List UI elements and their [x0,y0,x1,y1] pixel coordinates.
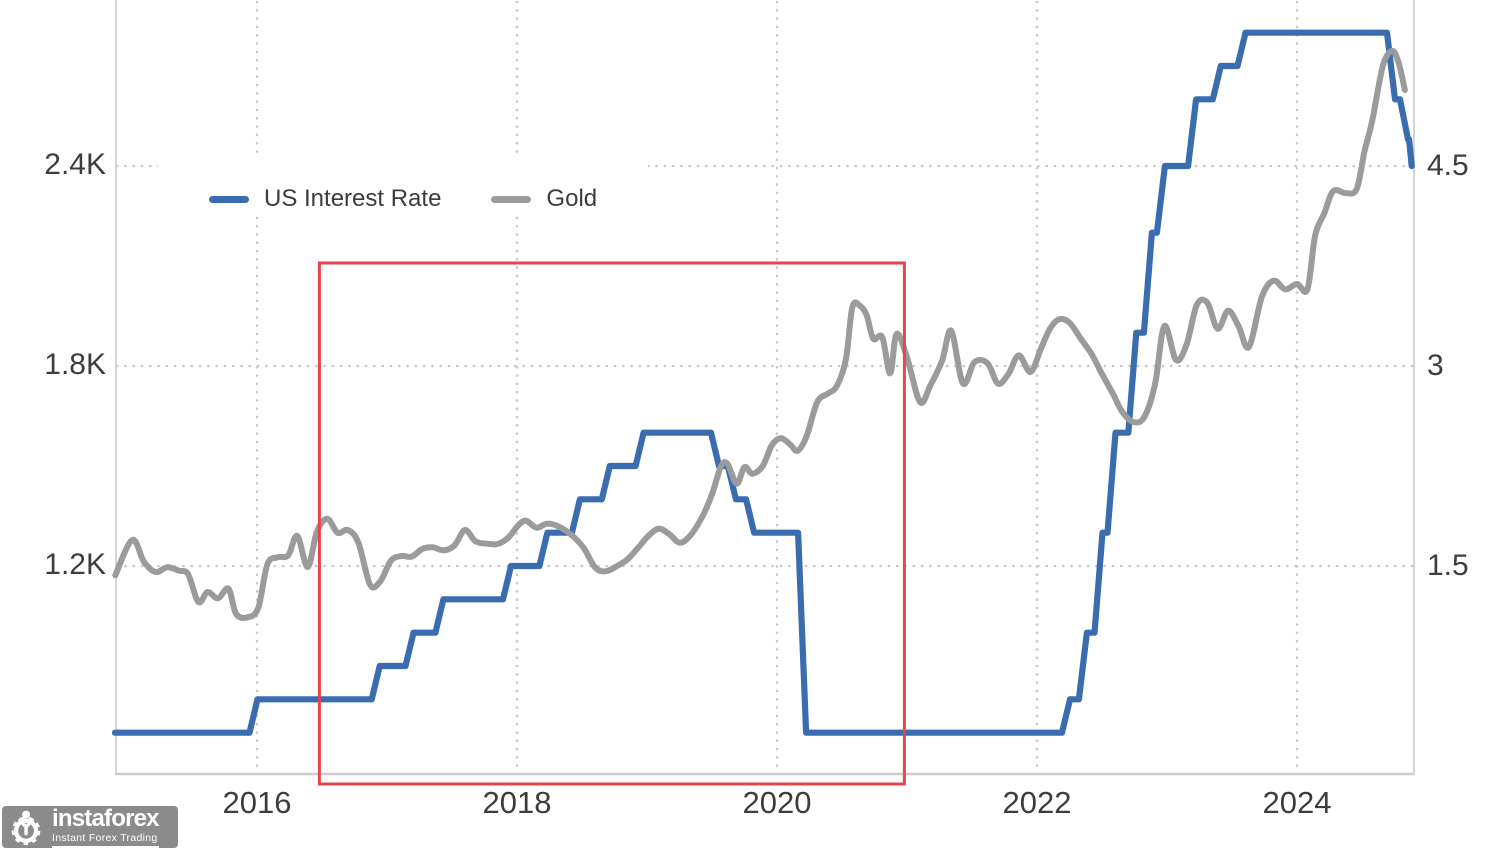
x-axis-tick-2024: 2024 [1262,785,1332,820]
right-axis-tick-4-5: 4.5 [1427,149,1469,182]
instaforex-gear-icon [11,810,41,846]
x-axis-tick-2022: 2022 [1002,785,1072,820]
x-axis-tick-2018: 2018 [482,785,552,820]
legend: US Interest Rate Gold [158,160,648,216]
legend-swatch-us-interest-rate [209,195,249,203]
watermark-brand: instaforex [52,804,160,832]
watermark-tagline: Instant Forex Trading [52,832,159,848]
legend-item-us-interest-rate[interactable]: US Interest Rate [209,185,441,213]
right-axis-tick-1-5: 1.5 [1427,549,1469,582]
left-axis-tick-2400: 2.4K [44,148,106,181]
legend-label-gold: Gold [546,185,598,212]
annotation-box [317,261,906,786]
left-axis-tick-1800: 1.8K [44,348,106,381]
right-axis-tick-3: 3 [1427,349,1444,382]
x-axis-tick-2020: 2020 [742,785,812,820]
legend-item-gold[interactable]: Gold [491,185,597,213]
left-axis-tick-1200: 1.2K [44,548,106,581]
x-axis-tick-2016: 2016 [222,785,292,820]
series-lines [111,29,1415,736]
legend-swatch-gold [491,195,532,203]
watermark-text: instaforex Instant Forex Trading [52,804,160,848]
legend-label-us-interest-rate: US Interest Rate [264,185,442,212]
axis-lines [115,0,1415,776]
gridlines [115,0,1414,775]
instaforex-watermark[interactable]: instaforex Instant Forex Trading [2,806,178,848]
